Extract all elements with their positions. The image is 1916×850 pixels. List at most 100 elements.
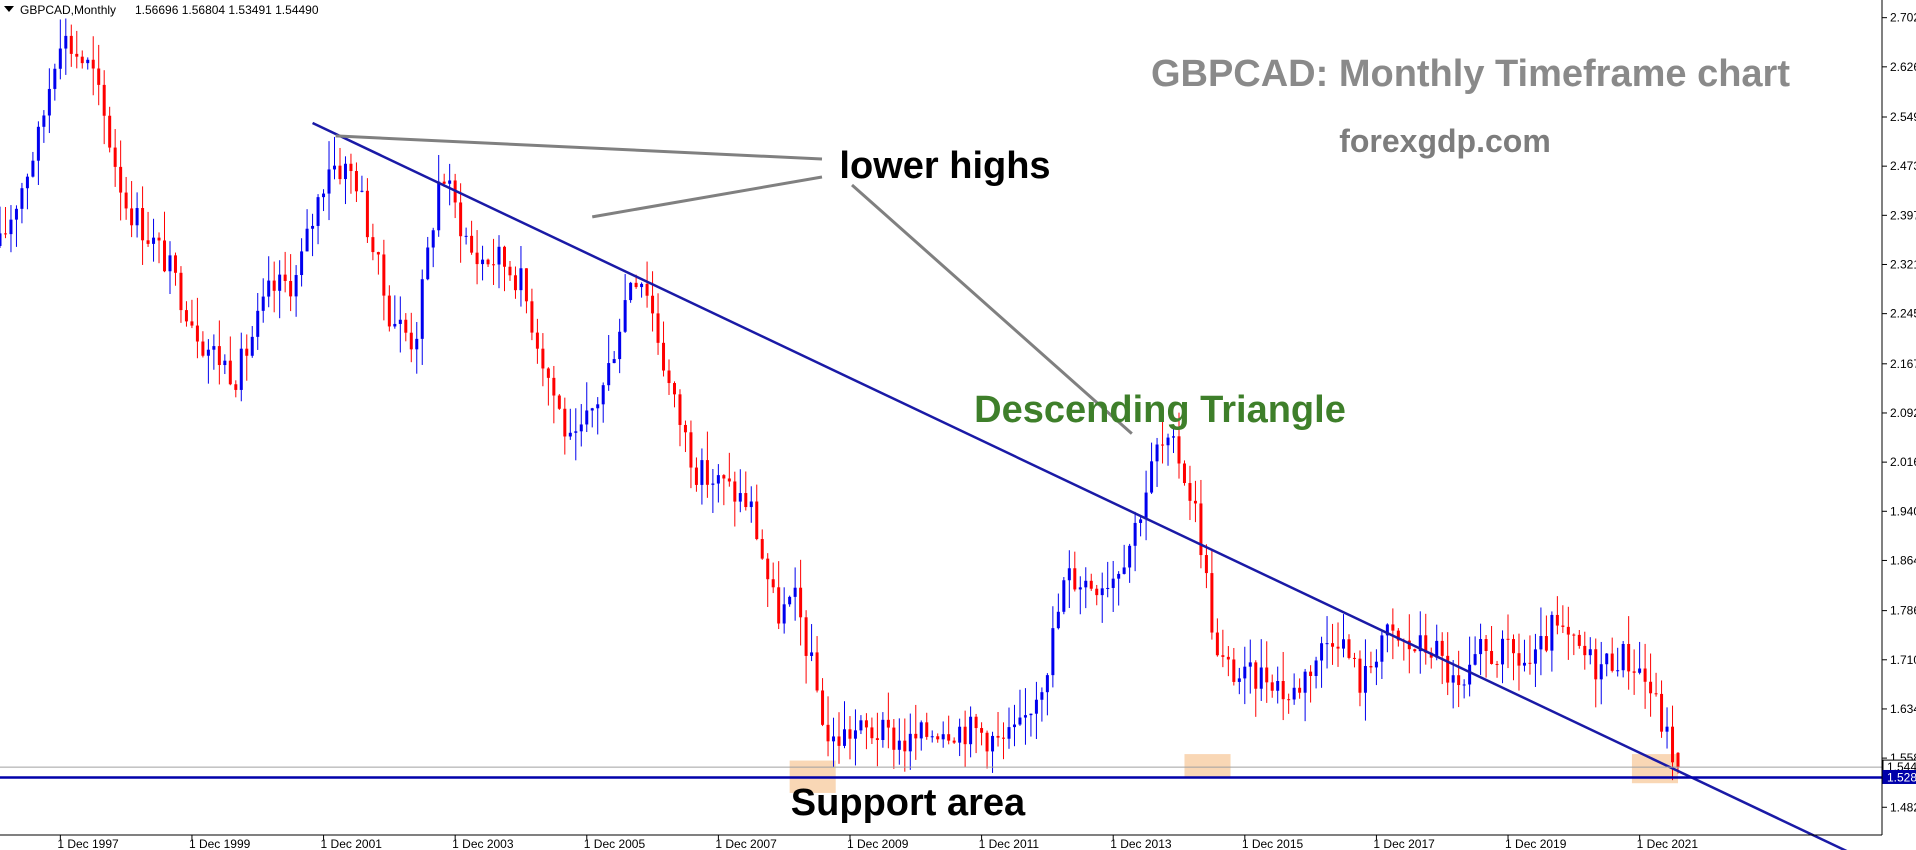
candle-body [897,740,901,750]
candle-body [1391,624,1395,631]
candle-body [914,733,918,739]
price-tick-label: 2.32140 [1890,257,1916,271]
candle-body [1632,671,1636,673]
candle-body [1435,640,1439,658]
candle-body [102,84,106,116]
candle-body [1034,699,1038,714]
candle-body [20,188,24,209]
price-tick-label: 1.71070 [1890,653,1916,667]
candle-body [470,235,474,253]
candle-body [689,432,693,468]
candle-body [1506,638,1510,640]
candle-body [305,228,309,252]
candle-body [1550,614,1554,651]
candle-body [881,719,885,741]
candle-body [343,163,347,180]
candle-body [267,280,271,297]
candle-body [354,171,358,192]
time-tick-label: 1 Dec 2007 [715,837,777,850]
candle-body [1281,681,1285,700]
candle-body [1172,436,1176,438]
price-tick-label: 2.70270 [1890,11,1916,25]
candle-body [848,729,852,739]
time-tick-label: 1 Dec 1999 [189,837,251,850]
candle-body [826,724,830,742]
candle-body [442,181,446,184]
lower-high-pointer [335,134,823,161]
candle-body [1018,717,1022,725]
candle-body [393,323,397,327]
candle-body [1342,639,1346,649]
candle-body [91,59,95,69]
candle-body [80,56,84,64]
candle-body [157,237,161,241]
price-tick-label: 1.63475 [1890,702,1916,716]
candle-body [1528,662,1532,664]
candle-body [1566,626,1570,635]
candle-body [1418,635,1422,652]
candle-body [1012,724,1016,728]
price-axis: 2.70270 2.62675 2.54925 2.47330 2.39735 2.321… [1882,11,1916,814]
candle-body [1320,643,1324,661]
candle-body [53,68,57,89]
candle-body [585,410,589,425]
candle-body [1073,568,1077,590]
candle-body [1572,634,1576,636]
candle-body [1023,715,1027,718]
candle-body [322,193,326,198]
candle-body [1045,675,1049,693]
candlestick-series [0,18,1680,781]
candle-body [1539,636,1543,650]
price-tick-label: 1.48285 [1890,800,1916,814]
candle-body [1577,634,1581,646]
candle-body [1150,461,1154,493]
candle-body [1490,651,1494,664]
candle-body [508,266,512,276]
candle-body [36,126,40,161]
candle-body [705,460,709,485]
candle-body [141,208,145,241]
candle-body [1089,580,1093,589]
candle-body [486,259,490,265]
candle-body [590,408,594,411]
candle-body [376,252,380,255]
price-tick-label: 1.94010 [1890,504,1916,518]
candle-body [1100,588,1104,596]
candle-body [1473,654,1477,665]
candle-body [426,247,430,280]
candle-body [1139,519,1143,523]
candle-body [886,719,890,728]
candle-body [75,53,79,57]
candle-body [245,348,249,356]
chart-menu-triangle-icon[interactable] [4,6,14,12]
candle-body [42,115,46,127]
candle-body [991,735,995,752]
candle-body [217,346,221,366]
candle-body [842,729,846,746]
support-zone-highlight [1184,754,1231,777]
candle-body [722,475,726,479]
candle-body [1237,678,1241,682]
candle-body [1007,727,1011,739]
candle-body [420,279,424,339]
candle-body [683,424,687,433]
candle-body [1276,681,1280,691]
lower-highs-annotation: lower highs [839,145,1050,187]
symbol-timeframe-label: GBPCAD,Monthly [20,3,116,17]
candle-body [97,68,101,85]
candle-body [1106,587,1110,589]
candle-body [853,730,857,739]
price-tick-label: 2.47330 [1890,159,1916,173]
candle-body [1654,693,1658,695]
descending-trendline[interactable] [312,121,1909,850]
candle-body [958,726,962,743]
candle-body [1182,463,1186,484]
candle-body [793,587,797,597]
candle-body [1638,668,1642,673]
time-tick-label: 1 Dec 2019 [1505,837,1567,850]
candle-body [777,587,781,624]
time-axis: 1 Dec 1997 1 Dec 1999 1 Dec 2001 1 Dec 2003… [57,835,1698,850]
candle-body [1265,667,1269,683]
